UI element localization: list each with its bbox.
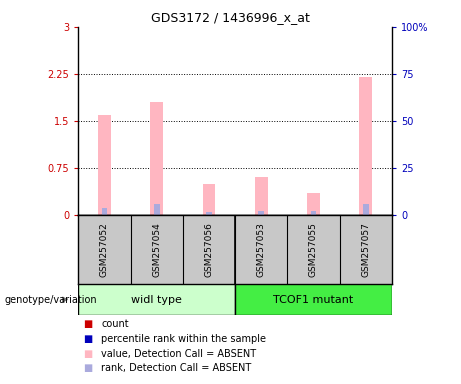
Text: ■: ■ <box>83 334 92 344</box>
Bar <box>102 207 107 215</box>
Text: GSM257052: GSM257052 <box>100 222 109 277</box>
Bar <box>203 184 215 215</box>
Bar <box>154 204 160 215</box>
Bar <box>235 284 392 315</box>
Text: GDS3172 / 1436996_x_at: GDS3172 / 1436996_x_at <box>151 12 310 25</box>
Text: ■: ■ <box>83 363 92 373</box>
Bar <box>307 193 320 215</box>
Text: GSM257055: GSM257055 <box>309 222 318 277</box>
Text: genotype/variation: genotype/variation <box>5 295 97 305</box>
Bar <box>206 212 212 215</box>
Text: ■: ■ <box>83 319 92 329</box>
Text: rank, Detection Call = ABSENT: rank, Detection Call = ABSENT <box>101 363 252 373</box>
Bar <box>98 115 111 215</box>
Text: GSM257054: GSM257054 <box>152 222 161 277</box>
Text: percentile rank within the sample: percentile rank within the sample <box>101 334 266 344</box>
Bar <box>360 77 372 215</box>
Bar <box>259 211 264 215</box>
Bar <box>150 102 163 215</box>
Text: GSM257057: GSM257057 <box>361 222 370 277</box>
Text: count: count <box>101 319 129 329</box>
Text: value, Detection Call = ABSENT: value, Detection Call = ABSENT <box>101 349 256 359</box>
Bar <box>363 204 368 215</box>
Bar <box>255 177 267 215</box>
Text: GSM257056: GSM257056 <box>205 222 213 277</box>
Bar <box>78 284 235 315</box>
Text: GSM257053: GSM257053 <box>257 222 266 277</box>
Text: TCOF1 mutant: TCOF1 mutant <box>273 295 354 305</box>
Text: ■: ■ <box>83 349 92 359</box>
Text: widl type: widl type <box>131 295 182 305</box>
Bar <box>311 211 316 215</box>
